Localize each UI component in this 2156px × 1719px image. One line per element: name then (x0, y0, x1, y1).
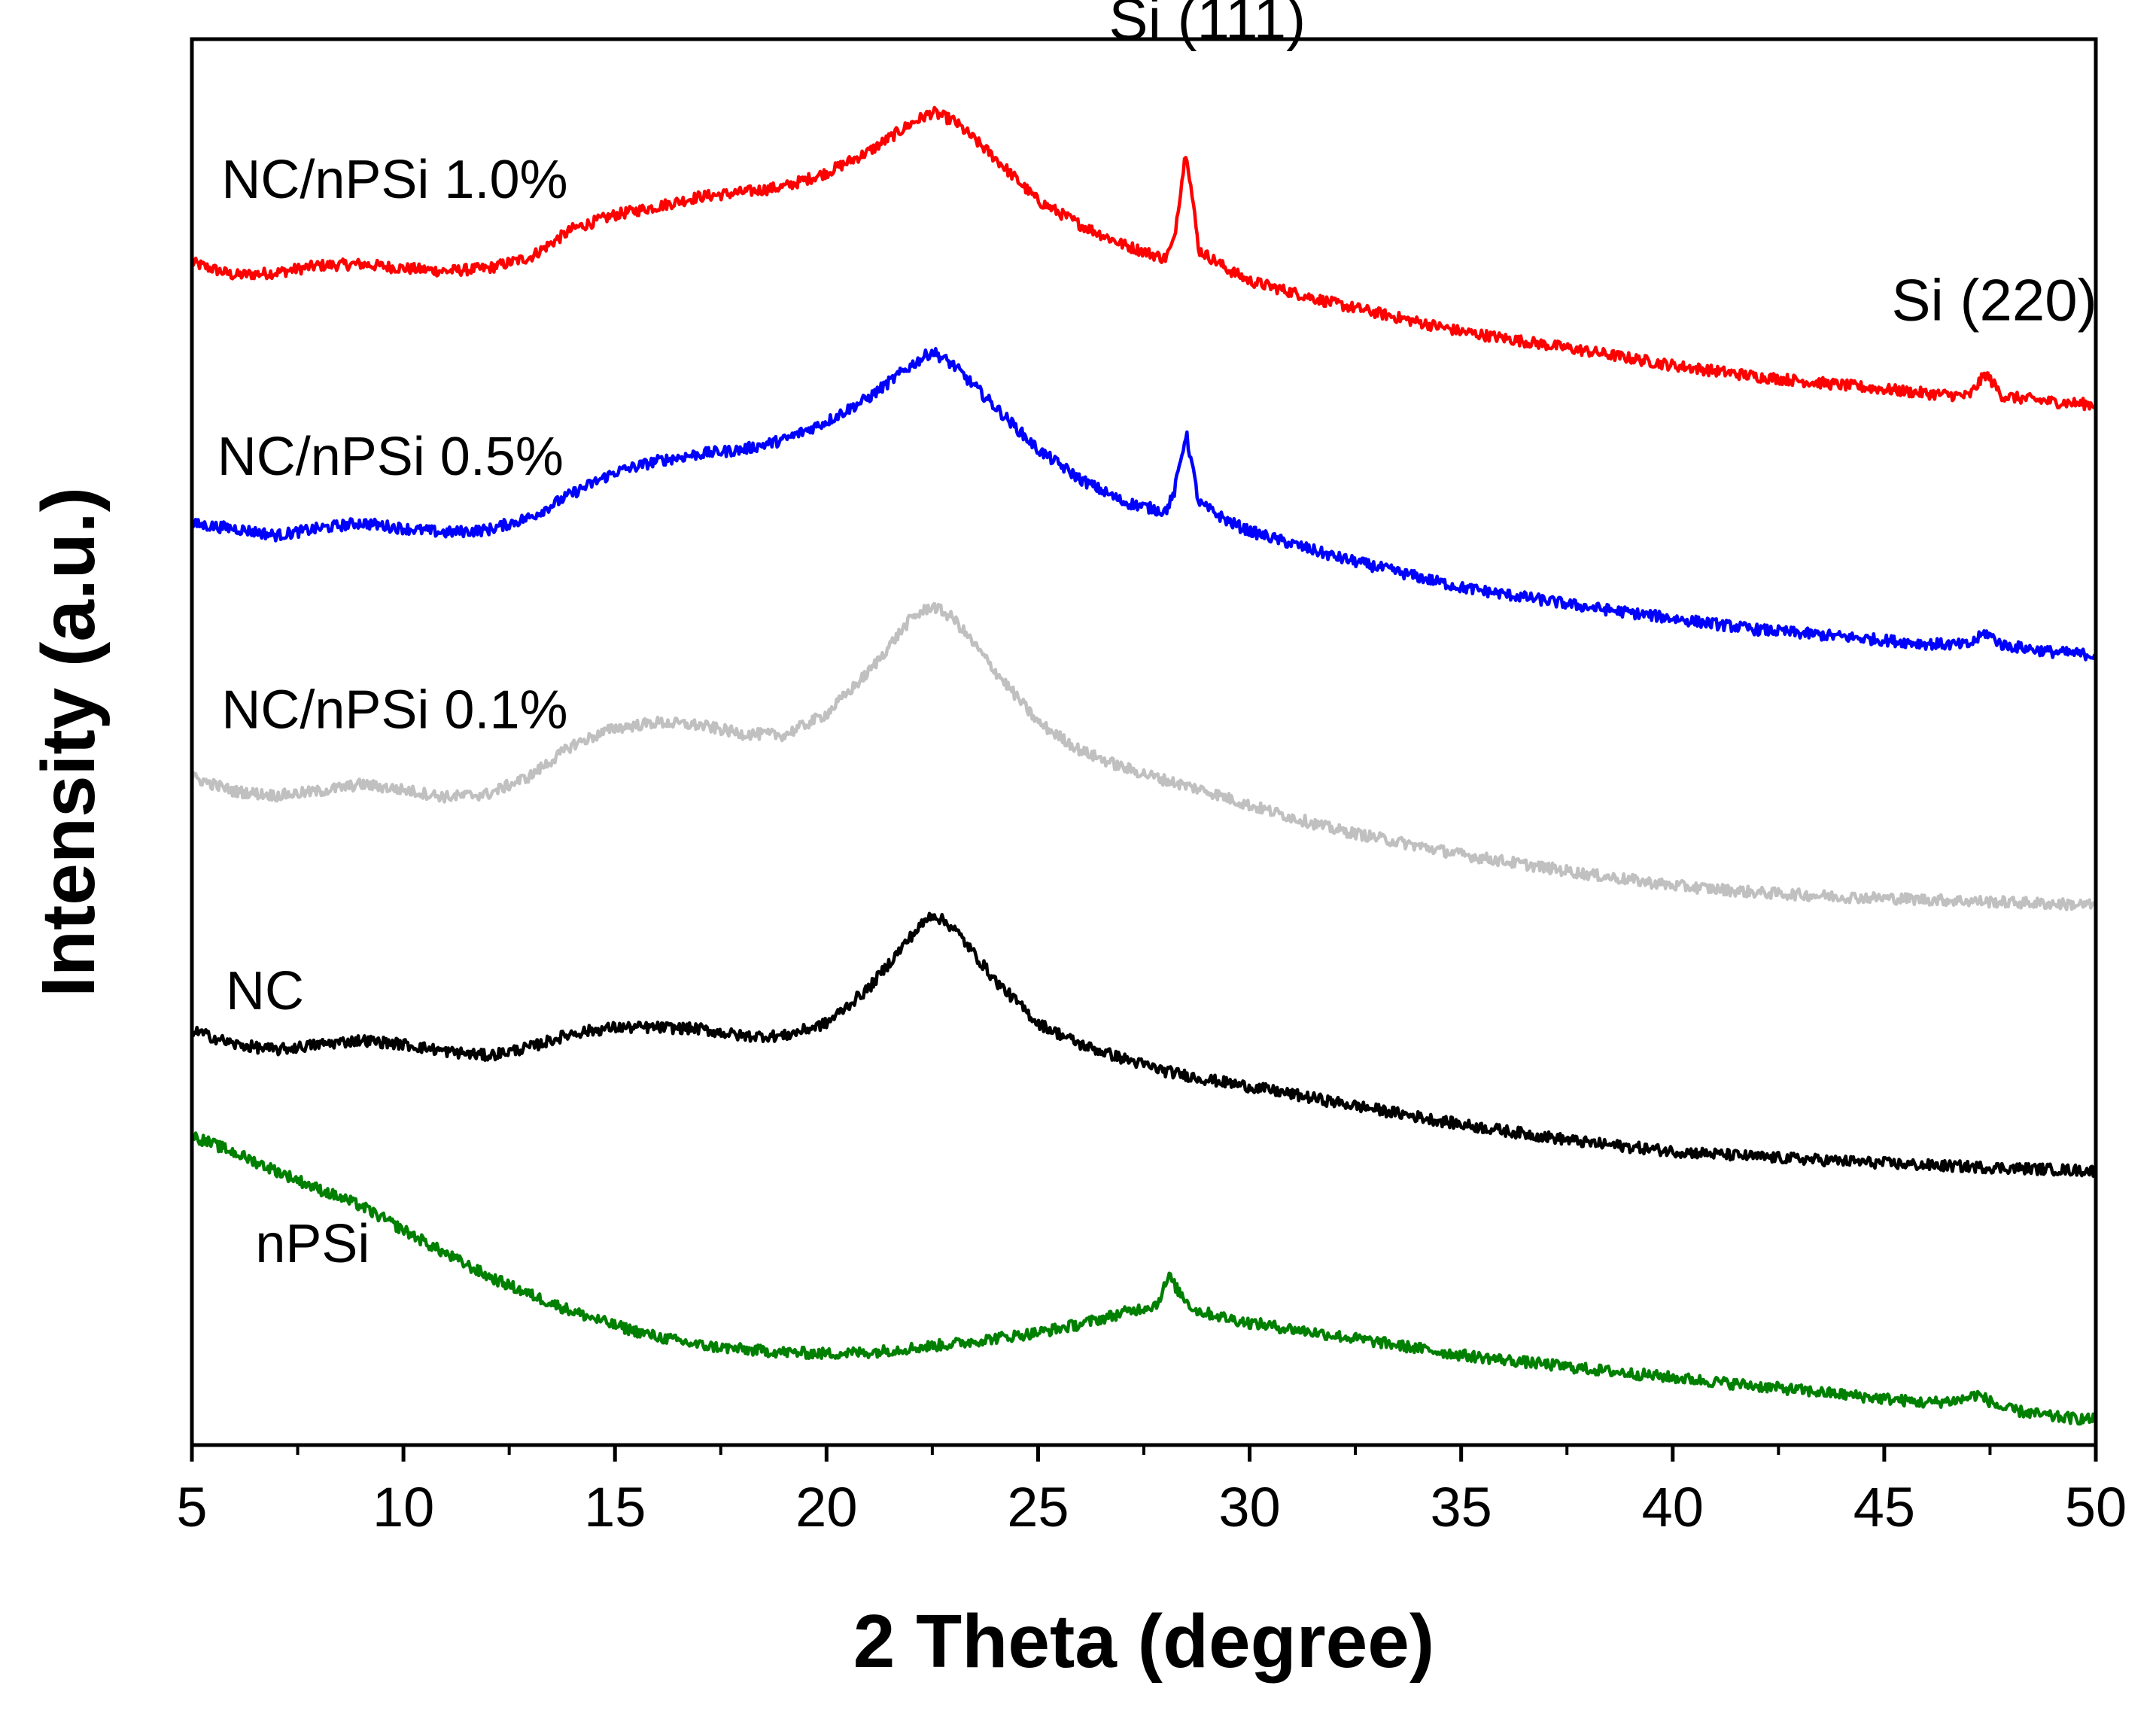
series-line-nc (190, 911, 2098, 1178)
x-tick-label: 10 (373, 1476, 434, 1538)
x-tick-label: 45 (1853, 1476, 1915, 1538)
series-line-npsi (190, 1131, 2098, 1426)
x-tick-label: 25 (1007, 1476, 1069, 1538)
series-line-nc-npsi-0-1 (190, 601, 2098, 911)
peak-annotation-si-111: Si (111) (1109, 0, 1306, 52)
x-tick-label: 40 (1642, 1476, 1704, 1538)
x-tick-label: 50 (2065, 1476, 2127, 1538)
series-label-nc-npsi-0-1: NC/nPSi 0.1% (221, 680, 567, 740)
x-axis-title: 2 Theta (degree) (853, 1599, 1434, 1684)
x-tick-label: 5 (176, 1476, 207, 1538)
x-tick-label: 20 (795, 1476, 857, 1538)
x-tick-label: 35 (1431, 1476, 1492, 1538)
series-label-npsi: nPSi (255, 1214, 369, 1274)
series-label-nc-npsi-1-0: NC/nPSi 1.0% (221, 150, 567, 210)
series-label-nc-npsi-0-5: NC/nPSi 0.5% (217, 427, 564, 487)
series-line-nc-npsi-0-5 (190, 346, 2098, 662)
label-layer: NC/nPSi 1.0% NC/nPSi 0.5% NC/nPSi 0.1% NC nP… (217, 0, 2097, 1274)
y-axis-title: Intensity (a.u.) (26, 487, 111, 997)
x-tick-label: 15 (584, 1476, 646, 1538)
tick-layer: 5 10 15 20 25 30 35 40 45 50 (176, 1445, 2127, 1538)
plot-frame (190, 37, 2098, 1447)
series-layer (190, 105, 2098, 1426)
series-line-nc-npsi-1-0 (190, 105, 2097, 412)
peak-annotation-si-220: Si (220) (1892, 267, 2097, 333)
x-tick-label: 30 (1218, 1476, 1280, 1538)
series-label-nc: NC (226, 961, 304, 1021)
